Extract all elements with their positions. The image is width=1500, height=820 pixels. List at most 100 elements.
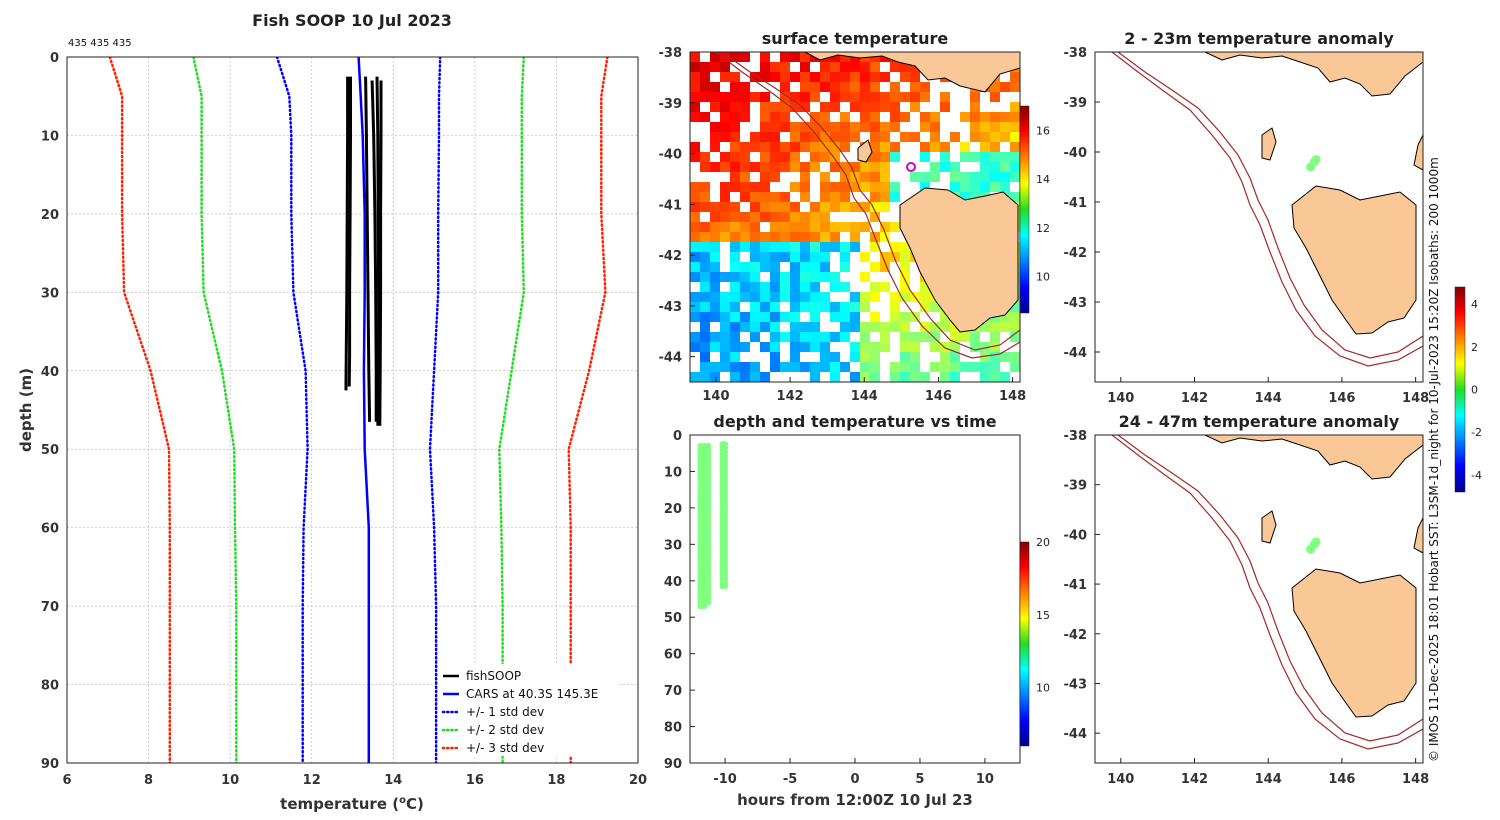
- sst-cell: [780, 82, 790, 92]
- anomaly-upper-panel: 2 - 23m temperature anomaly 140 142 144 146…: [1064, 29, 1430, 406]
- sst-cell: [840, 72, 850, 82]
- profile-ytick: 0: [50, 51, 59, 66]
- sst-cell: [870, 132, 880, 142]
- sst-cell: [700, 292, 710, 302]
- sst-cell: [810, 322, 820, 332]
- sst-cell: [870, 182, 880, 192]
- sst-cell: [920, 142, 930, 152]
- sst-cell: [690, 52, 700, 62]
- sst-cell: [960, 172, 970, 182]
- sst-ytick: -41: [659, 198, 683, 213]
- sst-cell: [790, 322, 800, 332]
- time-xtick: 0: [850, 772, 859, 787]
- sst-cell: [820, 332, 830, 342]
- sst-cell: [910, 72, 920, 82]
- sst-cell: [740, 312, 750, 322]
- sst-cell: [730, 342, 740, 352]
- sst-cell: [800, 212, 810, 222]
- sst-cell: [1010, 72, 1020, 82]
- sst-cell: [760, 152, 770, 162]
- sst-cell: [770, 252, 780, 262]
- sst-cell: [900, 62, 910, 72]
- sst-cell: [760, 252, 770, 262]
- sst-cell: [730, 182, 740, 192]
- sst-cell: [840, 202, 850, 212]
- anomaly-ytick: -39: [1064, 479, 1088, 494]
- sst-cell: [760, 102, 770, 112]
- sst-cell: [700, 202, 710, 212]
- sst-cell: [820, 342, 830, 352]
- sst-cell: [690, 152, 700, 162]
- sst-cell: [780, 272, 790, 282]
- sst-cell: [720, 332, 730, 342]
- sst-cell: [780, 152, 790, 162]
- sst-cell: [770, 172, 780, 182]
- sst-cell: [840, 282, 850, 292]
- legend-entry: +/- 3 std dev: [466, 741, 544, 755]
- sst-cell: [860, 352, 870, 362]
- time-xlabel: hours from 12:00Z 10 Jul 23: [737, 791, 973, 809]
- sst-cell: [1010, 332, 1020, 342]
- sst-cell: [880, 332, 890, 342]
- sst-cell: [930, 302, 940, 312]
- sst-cell: [940, 92, 950, 102]
- sst-cell: [800, 192, 810, 202]
- time-colorbar: [1019, 541, 1030, 747]
- sst-cell: [970, 342, 980, 352]
- sst-cell: [830, 352, 840, 362]
- sst-cell: [870, 312, 880, 322]
- sst-cell: [900, 312, 910, 322]
- sst-cell: [820, 252, 830, 262]
- sst-cell: [860, 182, 870, 192]
- sst-cell: [880, 182, 890, 192]
- sst-cell: [700, 362, 710, 372]
- sst-cell: [750, 372, 760, 382]
- sst-cell: [830, 82, 840, 92]
- anomaly-colorbar-tick: 2: [1471, 341, 1478, 354]
- sst-cell: [770, 292, 780, 302]
- sst-cell: [830, 302, 840, 312]
- sst-cell: [770, 202, 780, 212]
- sst-cell: [810, 332, 820, 342]
- sst-cell: [820, 362, 830, 372]
- sst-cell: [850, 242, 860, 252]
- anomaly-point: [1306, 162, 1316, 172]
- sst-xtick: 148: [999, 389, 1026, 404]
- sst-cell: [950, 362, 960, 372]
- anomaly-ytick: -43: [1064, 677, 1088, 692]
- sst-cell: [970, 192, 980, 202]
- anomaly-upper-king-island: [1261, 127, 1277, 161]
- sst-cell: [690, 92, 700, 102]
- anomaly-ytick: -44: [1064, 727, 1088, 742]
- sst-cell: [690, 302, 700, 312]
- sst-cell: [870, 282, 880, 292]
- sst-cell: [860, 172, 870, 182]
- sst-cell: [990, 112, 1000, 122]
- sst-cell: [860, 102, 870, 112]
- sst-cell: [880, 222, 890, 232]
- sst-cell: [870, 102, 880, 112]
- sst-cell: [700, 62, 710, 72]
- sst-cell: [810, 342, 820, 352]
- sst-cell: [770, 112, 780, 122]
- sst-cell: [820, 232, 830, 242]
- sst-cell: [790, 352, 800, 362]
- sst-cell: [700, 282, 710, 292]
- sst-cell: [780, 232, 790, 242]
- sst-cell: [810, 262, 820, 272]
- sst-cell: [880, 92, 890, 102]
- sst-cell: [820, 62, 830, 72]
- sst-cell: [980, 112, 990, 122]
- sst-cell: [780, 52, 790, 62]
- sst-cell: [770, 332, 780, 342]
- sst-cell: [920, 112, 930, 122]
- anomaly-colorbar-ticks: 4 2 0 -2 -4: [1471, 298, 1482, 482]
- sst-cell: [800, 302, 810, 312]
- sst-cell: [880, 102, 890, 112]
- sst-cell: [920, 152, 930, 162]
- time-xtick: -10: [713, 772, 737, 787]
- sst-cell: [980, 152, 990, 162]
- sst-cell: [700, 192, 710, 202]
- sst-cell: [820, 292, 830, 302]
- sst-panel: surface temperature 140 142 144 146 148 -38 -3…: [659, 29, 1051, 404]
